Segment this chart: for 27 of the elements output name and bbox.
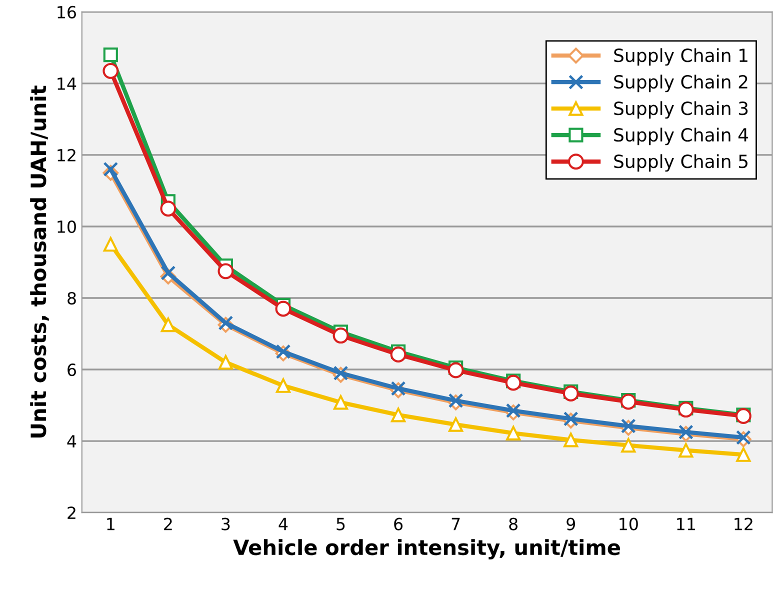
x-tick-label: 3 [222, 518, 230, 530]
y-axis-title: Unit costs, thousand UAH/unit [30, 86, 49, 438]
x-tick-label: 2 [164, 518, 172, 530]
x-tick-label: 10 [620, 518, 638, 530]
x-tick-label: 7 [452, 518, 460, 530]
y-tick-label: 12 [58, 148, 76, 162]
y-tick-label: 6 [68, 363, 76, 376]
legend-label: Supply Chain 2 [614, 74, 748, 92]
y-tick-label: 16 [58, 6, 76, 18]
x-tick-label: 6 [394, 518, 403, 530]
x-tick-label: 9 [566, 518, 575, 530]
x-tick-label: 1 [107, 518, 114, 530]
legend-label: Supply Chain 1 [614, 48, 748, 66]
legend-label: Supply Chain 3 [614, 101, 748, 119]
x-tick-label: 4 [278, 518, 288, 530]
legend-label: Supply Chain 4 [614, 128, 748, 146]
y-tick-label: 4 [67, 435, 76, 448]
legend-label: Supply Chain 5 [614, 154, 748, 172]
y-tick-label: 14 [58, 78, 76, 90]
y-tick-label: 10 [58, 220, 76, 234]
x-axis-title: Vehicle order intensity, unit/time [233, 539, 620, 560]
x-tick-label: 5 [336, 518, 345, 530]
x-tick-label: 11 [677, 518, 695, 530]
x-tick-label: 12 [734, 518, 752, 530]
x-tick-label: 8 [509, 518, 518, 530]
y-tick-label: 8 [68, 292, 76, 305]
y-tick-label: 2 [68, 506, 76, 519]
